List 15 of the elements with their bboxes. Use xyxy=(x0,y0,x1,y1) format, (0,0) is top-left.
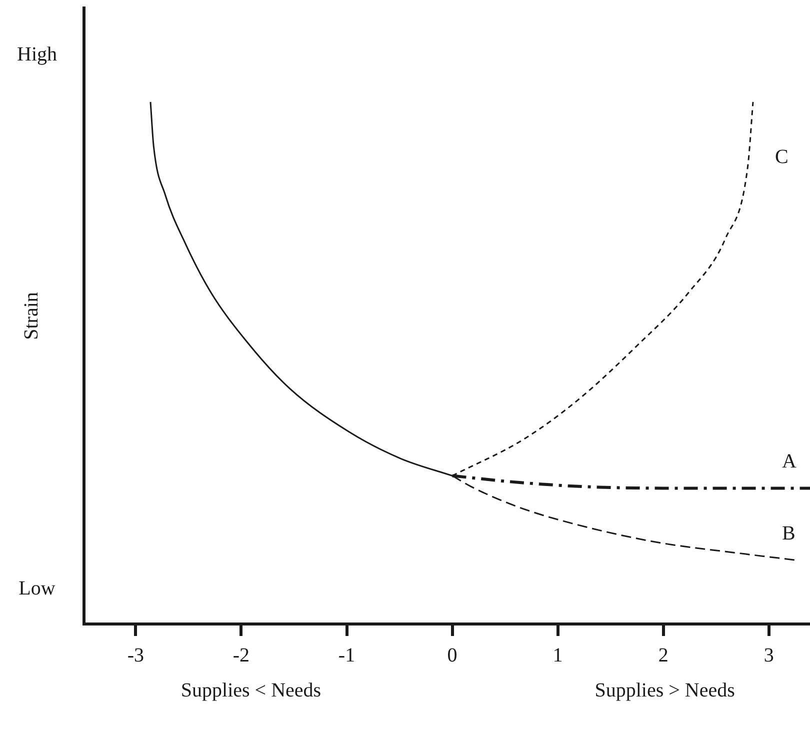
x-tick-label: 1 xyxy=(552,644,563,666)
x-tick-label: 3 xyxy=(764,644,774,666)
x-tick-label: -3 xyxy=(127,644,144,666)
x-tick-label: 2 xyxy=(658,644,668,666)
series-label: B xyxy=(782,522,796,545)
series-label: C xyxy=(775,146,788,168)
x-tick-label: -2 xyxy=(232,644,250,666)
text: Low xyxy=(18,577,56,600)
y-axis-title: Strain xyxy=(20,292,42,340)
text: Supplies < Needs xyxy=(180,679,322,702)
x-tick-label: 0 xyxy=(447,644,458,666)
text: High xyxy=(17,43,57,66)
text: Supplies > Needs xyxy=(594,679,736,702)
x-tick-label: -1 xyxy=(338,644,356,666)
series-label: A xyxy=(782,450,797,473)
